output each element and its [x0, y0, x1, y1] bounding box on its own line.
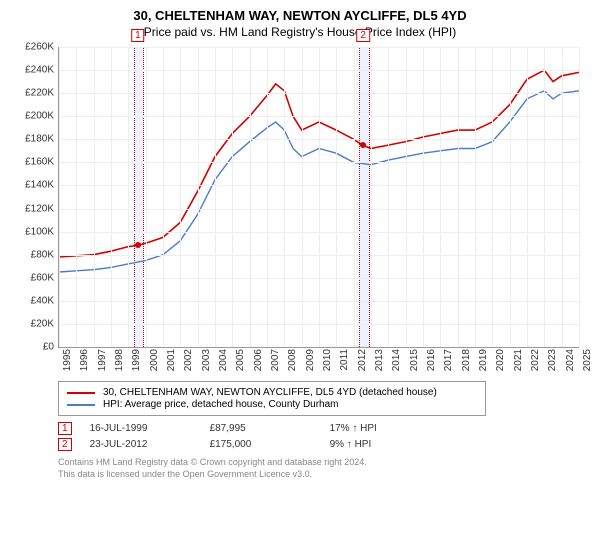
y-axis-label: £120K — [18, 203, 54, 214]
x-axis-label: 2011 — [339, 349, 350, 379]
x-axis-label: 1997 — [97, 349, 108, 379]
x-axis-label: 2004 — [218, 349, 229, 379]
x-axis-label: 2010 — [322, 349, 333, 379]
sale-info-row: 1 16-JUL-1999£87,99517% ↑ HPI — [58, 422, 588, 435]
y-axis-label: £260K — [18, 42, 54, 53]
sale-info-badge: 1 — [58, 422, 72, 435]
sale-badge: 2 — [356, 29, 370, 42]
x-axis-label: 1999 — [131, 349, 142, 379]
footnote-line: This data is licensed under the Open Gov… — [58, 469, 588, 481]
x-axis-label: 2017 — [443, 349, 454, 379]
x-axis-label: 2007 — [270, 349, 281, 379]
x-axis-label: 2021 — [513, 349, 524, 379]
x-axis-label: 1998 — [114, 349, 125, 379]
x-axis-label: 2014 — [391, 349, 402, 379]
x-axis-label: 2012 — [357, 349, 368, 379]
x-axis-label: 2000 — [149, 349, 160, 379]
x-axis-label: 1996 — [79, 349, 90, 379]
legend-label: 30, CHELTENHAM WAY, NEWTON AYCLIFFE, DL5… — [103, 387, 437, 398]
sale-price: £87,995 — [210, 423, 330, 434]
x-axis-label: 2013 — [374, 349, 385, 379]
sale-marker — [135, 242, 141, 248]
y-axis-label: £20K — [18, 318, 54, 329]
y-axis-label: £0 — [18, 342, 54, 353]
legend-swatch — [67, 392, 95, 394]
y-axis-label: £60K — [18, 272, 54, 283]
x-axis-label: 2019 — [478, 349, 489, 379]
legend-item: HPI: Average price, detached house, Coun… — [67, 399, 477, 410]
sale-badge: 1 — [131, 29, 145, 42]
sale-info-badge: 2 — [58, 438, 72, 451]
x-axis-label: 2023 — [547, 349, 558, 379]
x-axis-label: 2025 — [582, 349, 593, 379]
sale-delta: 9% ↑ HPI — [330, 439, 450, 450]
footnote-line: Contains HM Land Registry data © Crown c… — [58, 457, 588, 469]
page-title: 30, CHELTENHAM WAY, NEWTON AYCLIFFE, DL5… — [12, 8, 588, 23]
x-axis-label: 2016 — [426, 349, 437, 379]
y-axis-label: £220K — [18, 88, 54, 99]
y-axis-label: £200K — [18, 111, 54, 122]
footnote: Contains HM Land Registry data © Crown c… — [58, 457, 588, 480]
y-axis-label: £140K — [18, 180, 54, 191]
sale-info-row: 2 23-JUL-2012£175,0009% ↑ HPI — [58, 438, 588, 451]
sale-marker — [360, 142, 366, 148]
page-subtitle: Price paid vs. HM Land Registry's House … — [12, 25, 588, 39]
x-axis-label: 2001 — [166, 349, 177, 379]
legend-item: 30, CHELTENHAM WAY, NEWTON AYCLIFFE, DL5… — [67, 387, 477, 398]
x-axis-label: 2015 — [409, 349, 420, 379]
sale-date: 23-JUL-2012 — [90, 439, 210, 450]
legend-label: HPI: Average price, detached house, Coun… — [103, 399, 339, 410]
y-axis-label: £180K — [18, 134, 54, 145]
y-axis-label: £240K — [18, 65, 54, 76]
x-axis-label: 2003 — [201, 349, 212, 379]
chart: 12 £0 £20K £40K £60K £80K £100K £120K £140K £160… — [18, 47, 578, 377]
legend: 30, CHELTENHAM WAY, NEWTON AYCLIFFE, DL5… — [58, 381, 486, 416]
sale-delta: 17% ↑ HPI — [330, 423, 450, 434]
x-axis-label: 2009 — [305, 349, 316, 379]
y-axis-label: £80K — [18, 249, 54, 260]
sale-price: £175,000 — [210, 439, 330, 450]
x-axis-label: 2018 — [461, 349, 472, 379]
x-axis-label: 2022 — [530, 349, 541, 379]
x-axis-label: 1995 — [62, 349, 73, 379]
y-axis-label: £160K — [18, 157, 54, 168]
x-axis-label: 2006 — [253, 349, 264, 379]
x-axis-label: 2020 — [495, 349, 506, 379]
x-axis-label: 2005 — [235, 349, 246, 379]
sale-date: 16-JUL-1999 — [90, 423, 210, 434]
x-axis-label: 2008 — [287, 349, 298, 379]
y-axis-label: £100K — [18, 226, 54, 237]
x-axis-label: 2002 — [183, 349, 194, 379]
plot-area: 12 — [58, 47, 579, 348]
x-axis-label: 2024 — [565, 349, 576, 379]
y-axis-label: £40K — [18, 295, 54, 306]
legend-swatch — [67, 404, 95, 406]
